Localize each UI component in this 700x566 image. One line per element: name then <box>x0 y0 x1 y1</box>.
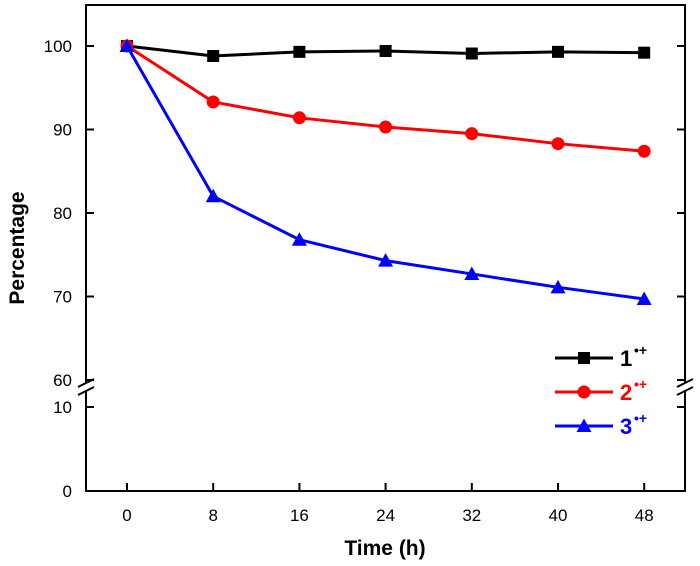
series-1 <box>121 40 651 63</box>
legend-label-sup: •+ <box>634 376 647 392</box>
y-tick-label: 0 <box>63 482 72 501</box>
legend-label-sup: •+ <box>634 342 647 358</box>
data-point <box>378 253 394 267</box>
x-tick-label: 40 <box>549 506 568 525</box>
legend: 1 •+2 •+3 •+ <box>555 342 647 439</box>
data-point <box>379 45 392 58</box>
y-tick-label: 80 <box>53 204 72 223</box>
data-point <box>379 120 393 134</box>
data-point <box>207 50 220 63</box>
break-slash <box>676 378 694 388</box>
legend-item-3: 3 •+ <box>555 410 647 439</box>
data-point <box>291 232 307 246</box>
x-tick-label: 48 <box>635 506 654 525</box>
y-tick-label: 100 <box>44 37 72 56</box>
data-point <box>206 95 220 109</box>
series-line <box>126 44 645 153</box>
series-2 <box>120 39 651 158</box>
data-point <box>292 111 306 125</box>
data-point <box>638 46 651 59</box>
data-point <box>205 188 221 203</box>
x-tick-label: 24 <box>376 506 395 525</box>
legend-item-2: 2 •+ <box>555 376 647 405</box>
data-point <box>465 47 478 60</box>
legend-label: 1 <box>620 346 632 371</box>
data-point <box>464 266 480 280</box>
y-axis: 60 70 80 90 100 0 10 <box>44 37 685 501</box>
y-tick-label: 90 <box>53 121 72 140</box>
x-axis-title: Time (h) <box>344 537 425 560</box>
legend-label: 3 <box>620 414 632 439</box>
data-point <box>577 385 591 399</box>
data-point <box>551 137 565 151</box>
y-tick-label: 60 <box>53 371 72 390</box>
data-point <box>576 418 592 432</box>
data-point <box>637 144 651 158</box>
x-tick-label: 32 <box>462 506 481 525</box>
y-tick-label: 70 <box>53 288 72 307</box>
break-slash <box>676 386 694 396</box>
data-point <box>293 45 306 58</box>
y-tick-label: 10 <box>53 398 72 417</box>
break-slash <box>77 386 95 396</box>
x-tick-label: 16 <box>290 506 309 525</box>
x-tick-label: 8 <box>208 506 217 525</box>
data-point <box>636 291 652 306</box>
data-point <box>119 38 135 52</box>
legend-label-sup: •+ <box>634 410 647 426</box>
data-point <box>552 45 564 58</box>
break-gap <box>679 383 691 391</box>
legend-label: 2 <box>620 380 632 405</box>
data-point <box>578 352 590 364</box>
y-axis-title: Percentage <box>6 191 29 304</box>
plot-area <box>119 38 652 306</box>
x-tick-label: 0 <box>122 506 131 525</box>
data-point <box>465 127 479 141</box>
series-3 <box>119 38 652 306</box>
x-axis: 0 8 16 24 32 40 48 <box>122 483 654 525</box>
data-point <box>550 279 566 294</box>
break-gap <box>80 383 92 391</box>
legend-item-1: 1 •+ <box>555 342 647 371</box>
